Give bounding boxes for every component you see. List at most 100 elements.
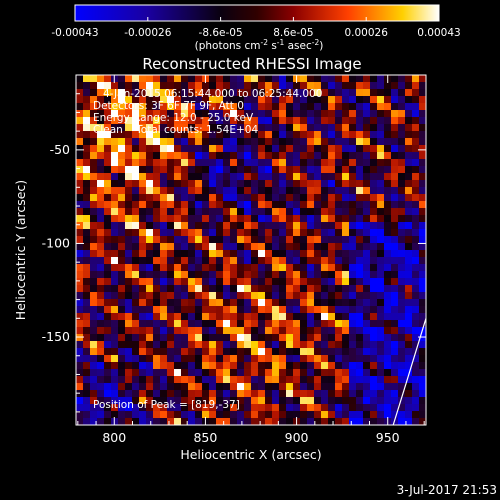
heatmap-cell: [314, 75, 322, 83]
heatmap-cell: [223, 341, 231, 349]
heatmap-cell: [118, 173, 126, 181]
heatmap-cell: [405, 390, 413, 398]
heatmap-cell: [153, 243, 161, 251]
heatmap-cell: [76, 306, 84, 314]
heatmap-cell: [349, 418, 357, 425]
heatmap-cell: [139, 278, 147, 286]
heatmap-cell: [335, 376, 343, 384]
colorbar: [74, 4, 440, 22]
heatmap-cell: [328, 117, 336, 125]
heatmap-cell: [363, 166, 371, 174]
heatmap-cell: [76, 404, 84, 412]
heatmap-cell: [195, 376, 203, 384]
heatmap-cell: [90, 327, 98, 335]
heatmap-cell: [125, 313, 133, 321]
heatmap-cell: [188, 320, 196, 328]
heatmap-cell: [307, 138, 315, 146]
heatmap-cell: [202, 292, 210, 300]
heatmap-cell: [384, 138, 392, 146]
heatmap-cell: [230, 299, 238, 307]
heatmap-cell: [90, 159, 98, 167]
heatmap-cell: [272, 138, 280, 146]
heatmap-cell: [167, 292, 175, 300]
heatmap-cell: [356, 82, 364, 90]
heatmap-cell: [251, 250, 259, 258]
heatmap-cell: [230, 404, 238, 412]
heatmap-cell: [139, 201, 147, 209]
heatmap-cell: [153, 96, 161, 104]
heatmap-cell: [195, 320, 203, 328]
heatmap-cell: [370, 180, 378, 188]
heatmap-cell: [160, 131, 168, 139]
heatmap-cell: [244, 264, 252, 272]
heatmap-cell: [167, 390, 175, 398]
heatmap-cell: [83, 117, 91, 125]
heatmap-cell: [328, 187, 336, 195]
heatmap-cell: [377, 159, 385, 167]
heatmap-cell: [167, 236, 175, 244]
heatmap-cell: [160, 145, 168, 153]
heatmap-cell: [188, 208, 196, 216]
heatmap-cell: [111, 285, 119, 293]
heatmap-cell: [90, 383, 98, 391]
heatmap-cell: [174, 96, 182, 104]
heatmap-cell: [132, 236, 140, 244]
heatmap-cell: [118, 201, 126, 209]
heatmap-cell: [202, 250, 210, 258]
heatmap-cell: [76, 173, 84, 181]
heatmap-cell: [293, 110, 301, 118]
heatmap-cell: [258, 397, 266, 405]
heatmap-cell: [132, 397, 140, 405]
heatmap-cell: [363, 96, 371, 104]
heatmap-cell: [321, 278, 329, 286]
heatmap-cell: [237, 243, 245, 251]
heatmap-cell: [118, 152, 126, 160]
heatmap-cell: [160, 222, 168, 230]
heatmap-cell: [293, 355, 301, 363]
heatmap-cell: [335, 411, 343, 419]
heatmap-cell: [335, 390, 343, 398]
heatmap-cell: [83, 334, 91, 342]
heatmap-cell: [174, 369, 182, 377]
heatmap-cell: [335, 222, 343, 230]
heatmap-cell: [251, 75, 259, 83]
heatmap-cell: [132, 131, 140, 139]
heatmap-cell: [342, 257, 350, 265]
heatmap-cell: [83, 215, 91, 223]
heatmap-cell: [363, 418, 371, 425]
heatmap-cell: [363, 194, 371, 202]
heatmap-cell: [398, 236, 406, 244]
heatmap-cell: [83, 187, 91, 195]
heatmap-cell: [139, 306, 147, 314]
heatmap-cell: [307, 243, 315, 251]
heatmap-cell: [237, 341, 245, 349]
heatmap-cell: [223, 110, 231, 118]
heatmap-cell: [328, 159, 336, 167]
heatmap-cell: [328, 222, 336, 230]
heatmap-cell: [314, 355, 322, 363]
heatmap-cell: [132, 82, 140, 90]
heatmap-cell: [272, 285, 280, 293]
heatmap-cell: [384, 215, 392, 223]
heatmap-cell: [314, 418, 322, 425]
heatmap-cell: [195, 215, 203, 223]
heatmap-cell: [195, 404, 203, 412]
heatmap-cell: [342, 124, 350, 132]
heatmap-cell: [111, 397, 119, 405]
heatmap-cell: [272, 96, 280, 104]
heatmap-cell: [398, 173, 406, 181]
heatmap-cell: [209, 152, 217, 160]
heatmap-cell: [209, 376, 217, 384]
heatmap-cell: [293, 124, 301, 132]
heatmap-cell: [272, 313, 280, 321]
heatmap-cell: [363, 404, 371, 412]
heatmap-cell: [272, 82, 280, 90]
heatmap-cell: [181, 313, 189, 321]
heatmap-cell: [181, 215, 189, 223]
heatmap-cell: [83, 82, 91, 90]
heatmap-cell: [223, 348, 231, 356]
heatmap-cell: [223, 411, 231, 419]
heatmap-cell: [153, 285, 161, 293]
heatmap-cell: [293, 152, 301, 160]
heatmap-cell: [356, 75, 364, 83]
